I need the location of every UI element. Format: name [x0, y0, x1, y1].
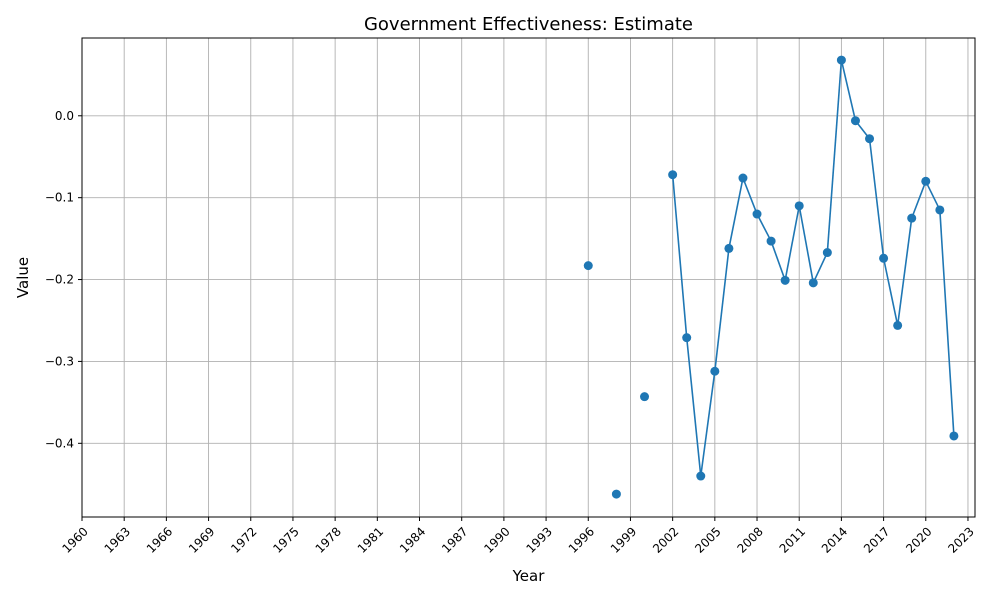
- data-point: [893, 320, 903, 330]
- grid: [81, 38, 975, 517]
- data-point: [794, 201, 804, 211]
- data-point: [822, 248, 832, 258]
- series-line-segment: [784, 205, 800, 281]
- data-point: [696, 471, 706, 481]
- chart-title: Government Effectiveness: Estimate: [364, 14, 693, 35]
- data-point: [935, 205, 945, 215]
- series-line-segment: [868, 138, 885, 259]
- data-point: [850, 116, 860, 126]
- y-tick-label: −0.1: [45, 191, 74, 205]
- series-line-segment: [770, 240, 786, 281]
- series-line-segment: [728, 177, 744, 249]
- x-axis-title: Year: [512, 567, 546, 585]
- data-point: [836, 55, 846, 65]
- y-tick-label: −0.2: [45, 273, 74, 287]
- y-axis-title: Value: [14, 257, 32, 298]
- y-axis: −0.4 −0.3 −0.2 −0.1 0.0: [45, 109, 82, 450]
- data-point: [879, 253, 889, 263]
- data-point: [907, 213, 917, 223]
- data-point: [710, 366, 720, 376]
- series-line-segment: [812, 252, 829, 284]
- series-line-segment: [840, 59, 857, 121]
- series-line-segment: [756, 213, 772, 242]
- series-line-segment: [910, 181, 927, 219]
- series-line-segment: [826, 60, 843, 253]
- data-point: [738, 173, 748, 183]
- data-point: [766, 236, 776, 246]
- y-tick-label: −0.3: [45, 354, 74, 368]
- plot-frame: [81, 37, 976, 518]
- series-line-segment: [882, 258, 899, 326]
- data-point: [921, 176, 931, 186]
- data-point: [640, 392, 650, 402]
- series-line-segment: [699, 371, 716, 477]
- data-point: [752, 209, 762, 219]
- data-point: [682, 333, 692, 343]
- y-tick-label: 0.0: [55, 109, 74, 123]
- series-line-segment: [714, 248, 730, 372]
- data-point: [780, 275, 790, 285]
- data-point: [865, 134, 875, 144]
- series-line-segment: [896, 218, 913, 326]
- series-line-segment: [671, 174, 688, 338]
- series: [583, 55, 959, 499]
- series-line-segment: [939, 209, 955, 436]
- y-tick-label: −0.4: [45, 436, 74, 450]
- data-point: [611, 489, 621, 499]
- data-point: [583, 261, 593, 271]
- data-point: [949, 431, 959, 441]
- series-line-segment: [685, 337, 702, 477]
- data-point: [668, 170, 678, 180]
- series-line-segment: [925, 180, 941, 211]
- data-point: [808, 278, 818, 288]
- series-line-segment: [742, 177, 758, 215]
- data-point: [724, 243, 734, 253]
- series-line-segment: [798, 205, 815, 283]
